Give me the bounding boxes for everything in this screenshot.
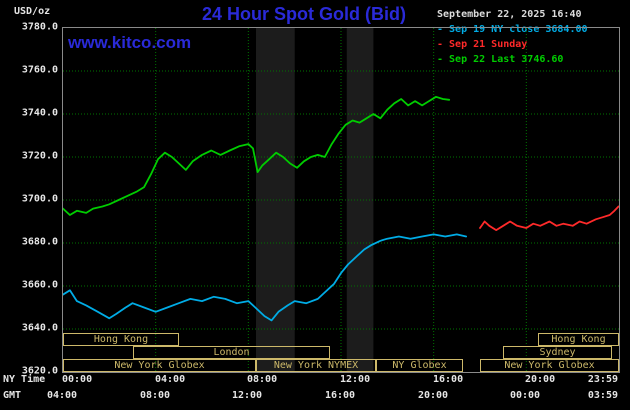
plot-area: Hong Kong Hong Kong London Sydney New York G…: [62, 27, 620, 373]
legend-entry-sep-19-ny-close-3684-00: - Sep 19 NY close 3684.00: [437, 24, 588, 35]
session-box-hong-kong: Hong Kong: [63, 333, 179, 346]
session-label: Hong Kong: [93, 334, 149, 345]
chart-canvas: [63, 28, 619, 372]
legend-entry-sep-22-last-3746-60: - Sep 22 Last 3746.60: [437, 54, 564, 65]
x-axis-tick-label-ny: 12:00: [340, 374, 371, 385]
y-axis-tick-label: 3740.0: [21, 107, 58, 119]
y-axis-tick-label: 3660.0: [21, 279, 58, 291]
legend-entry-sep-21-sunday: - Sep 21 Sunday: [437, 39, 528, 50]
x-axis-tick-label-ny: 04:00: [155, 374, 186, 385]
x-axis-tick-label-ny: 23:59: [587, 374, 618, 385]
x-axis-tick-label-ny: 20:00: [525, 374, 556, 385]
x-axis-tick-label-gmt: 03:59: [587, 390, 618, 401]
x-axis-tick-label-gmt: 16:00: [324, 390, 356, 401]
session-box-new-york-globex: New York Globex: [63, 359, 256, 372]
x-axis-tick-label-ny: 16:00: [433, 374, 464, 385]
session-label: New York Globex: [504, 360, 595, 371]
x-axis-tick-label-gmt: 08:00: [139, 390, 171, 401]
y-axis-units-label: USD/oz: [14, 6, 51, 17]
x-axis-tick-label-gmt: 00:00: [509, 390, 541, 401]
x-axis-tick-label-gmt: 20:00: [417, 390, 449, 401]
y-axis-tick-label: 3700.0: [21, 193, 58, 205]
x-axis-name-gmt: GMT: [3, 390, 22, 401]
x-axis-tick-label-ny: 08:00: [247, 374, 278, 385]
kitco-watermark-link[interactable]: www.kitco.com: [68, 33, 192, 52]
session-label: Sydney: [539, 347, 576, 358]
y-axis-tick-label: 3780.0: [21, 21, 58, 33]
y-axis-tick-label: 3640.0: [21, 322, 58, 334]
x-axis-tick-label-gmt: 12:00: [231, 390, 263, 401]
x-axis-tick-label-ny: 00:00: [62, 374, 93, 385]
y-axis-tick-label: 3680.0: [21, 236, 58, 248]
session-box-sydney: Sydney: [503, 346, 612, 359]
session-label: London: [213, 347, 250, 358]
chart-datetime: September 22, 2025 16:40: [437, 9, 582, 20]
session-label: NY Globex: [392, 360, 447, 371]
x-axis-name-ny-time: NY Time: [3, 374, 46, 385]
chart-title: 24 Hour Spot Gold (Bid): [202, 4, 406, 24]
series-line-sep-19-ny-close: [63, 233, 468, 322]
x-axis-tick-label-gmt: 04:00: [46, 390, 78, 401]
series-line-sep-22-last: [63, 95, 451, 216]
y-axis-tick-label: 3620.0: [21, 365, 58, 377]
session-label: New York NYMEX: [273, 360, 359, 371]
session-label: New York Globex: [114, 360, 205, 371]
session-label: Hong Kong: [551, 334, 606, 345]
session-box-hong-kong: Hong Kong: [538, 333, 619, 346]
session-box-new-york-globex: New York Globex: [480, 359, 619, 372]
session-box-london: London: [133, 346, 330, 359]
y-axis-tick-label: 3760.0: [21, 64, 58, 76]
session-box-new-york-nymex: New York NYMEX: [256, 359, 376, 372]
session-box-ny-globex: NY Globex: [376, 359, 463, 372]
y-axis-tick-label: 3720.0: [21, 150, 58, 162]
series-line-sep-21-sunday: [479, 205, 619, 232]
legend-block: September 22, 2025 16:40 - Sep 19 NY clo…: [437, 7, 588, 67]
